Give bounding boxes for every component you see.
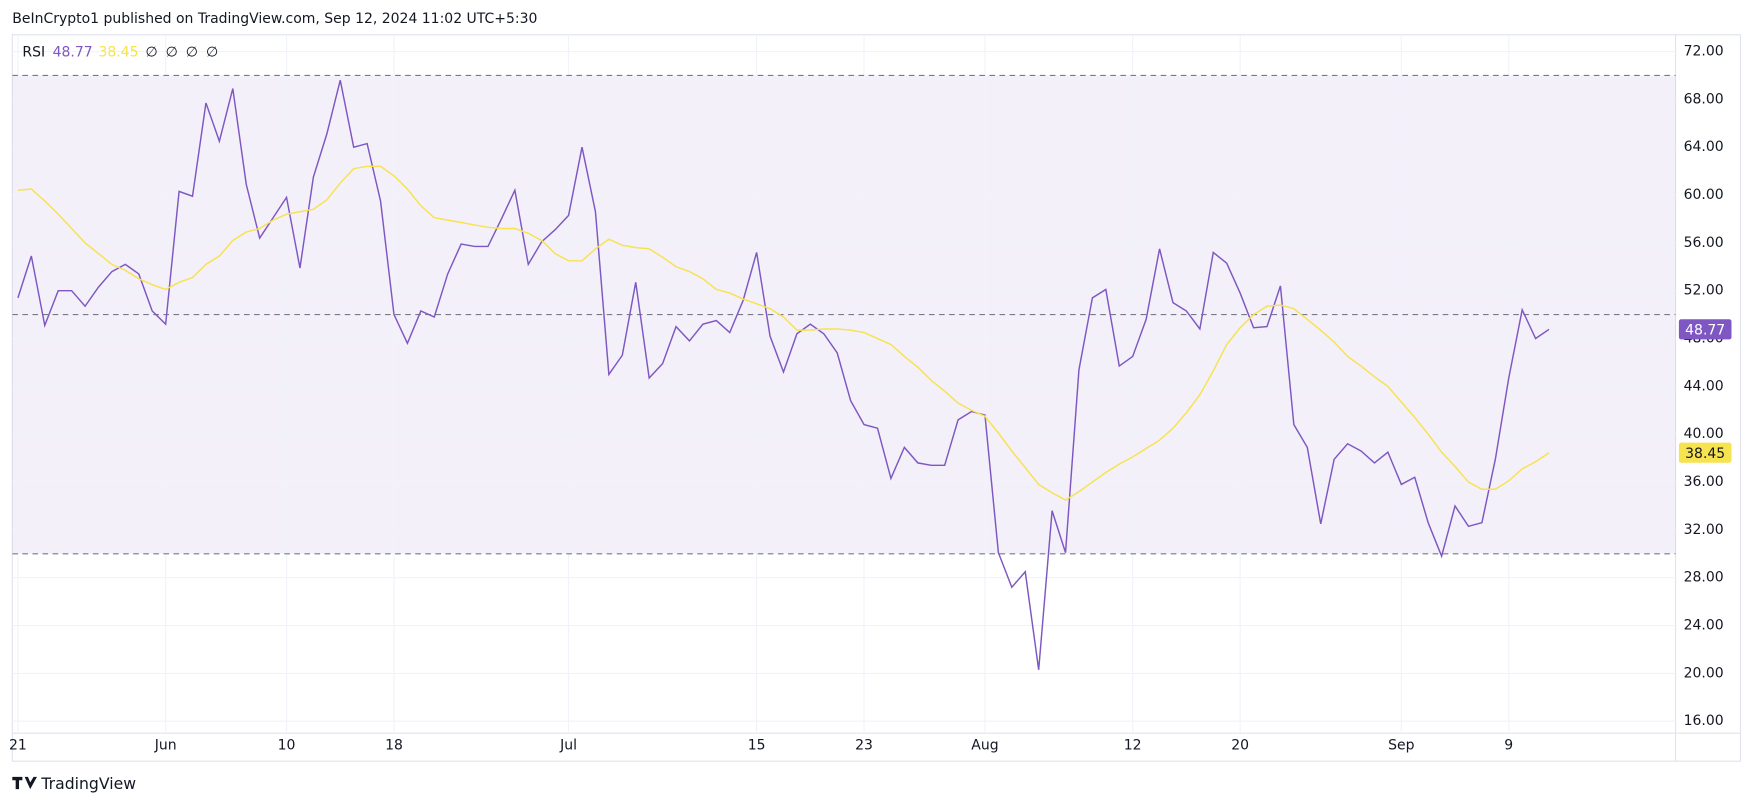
x-tick-label: Sep — [1388, 737, 1414, 753]
y-tick-label: 68.00 — [1684, 91, 1724, 107]
y-tick-label: 60.00 — [1684, 187, 1724, 203]
x-tick-label: 15 — [748, 737, 766, 753]
legend-extra: ∅ — [186, 45, 198, 61]
series-line — [17, 80, 1550, 670]
y-tick-label: 32.00 — [1684, 522, 1724, 538]
x-tick-label: Jul — [559, 737, 577, 753]
legend-title: RSI — [22, 45, 45, 61]
last-value-badge — [1678, 442, 1732, 463]
x-tick-label: 9 — [1504, 737, 1513, 753]
series-line — [17, 165, 1550, 501]
x-tick-label: 12 — [1124, 737, 1142, 753]
x-tick-label: 20 — [1231, 737, 1249, 753]
y-tick-label: 40.00 — [1684, 426, 1724, 442]
legend-extra: ∅ — [146, 45, 158, 61]
last-value-label: 48.77 — [1685, 322, 1725, 338]
x-tick-label: Aug — [971, 737, 998, 753]
y-tick-label: 16.00 — [1684, 713, 1724, 729]
y-tick-label: 20.00 — [1684, 665, 1724, 681]
chart-panel — [11, 34, 1742, 762]
y-tick-label: 64.00 — [1684, 139, 1724, 155]
footer-brand: TradingView — [40, 774, 136, 793]
last-value-badge — [1678, 319, 1732, 340]
x-tick-label: Jun — [154, 737, 177, 753]
y-tick-label: 72.00 — [1684, 44, 1724, 60]
x-tick-label: 10 — [278, 737, 296, 753]
x-tick-label: 23 — [855, 737, 873, 753]
x-tick-label: 21 — [9, 737, 27, 753]
y-tick-label: 44.00 — [1684, 378, 1724, 394]
y-tick-label: 24.00 — [1684, 618, 1724, 634]
publish-header: BeInCrypto1 published on TradingView.com… — [12, 11, 537, 27]
y-tick-label: 56.00 — [1684, 235, 1724, 251]
footer-logo: TradingView — [12, 774, 136, 793]
legend-value: 38.45 — [98, 45, 138, 61]
x-tick-label: 18 — [385, 737, 403, 753]
legend-value: 48.77 — [53, 45, 93, 61]
y-tick-label: 52.00 — [1684, 283, 1724, 299]
y-tick-label: 36.00 — [1684, 474, 1724, 490]
legend-extra: ∅ — [166, 45, 178, 61]
y-tick-label: 28.00 — [1684, 570, 1724, 586]
legend-extra: ∅ — [206, 45, 218, 61]
last-value-label: 38.45 — [1685, 446, 1725, 462]
